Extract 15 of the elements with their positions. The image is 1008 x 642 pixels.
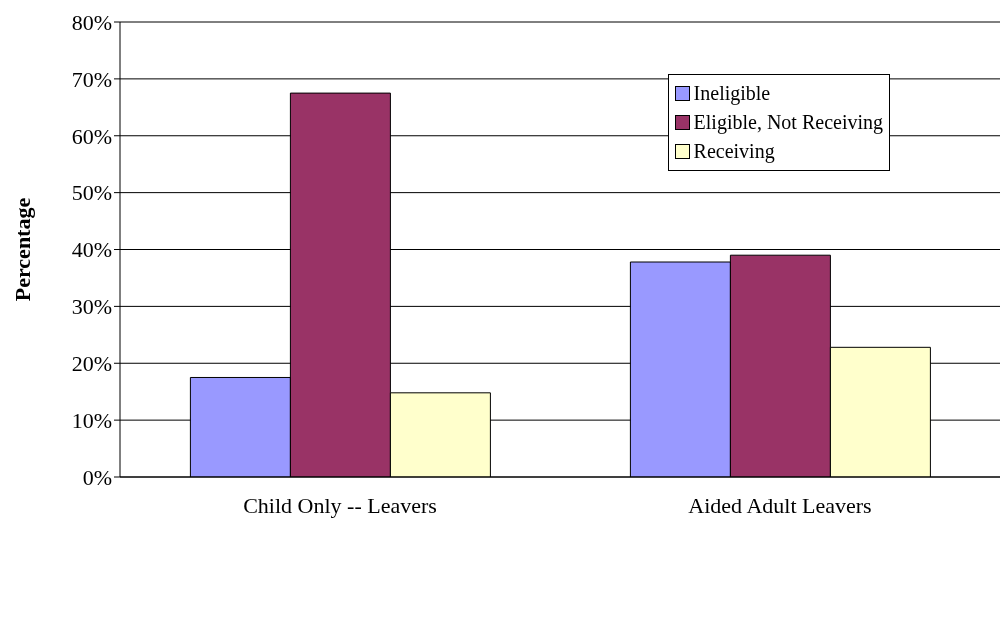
y-tick-label: 50% [71, 180, 112, 206]
y-tick-label: 10% [71, 407, 112, 433]
y-tick-label: 30% [71, 294, 112, 320]
y-tick-label: 0% [82, 464, 112, 490]
y-tick-label: 40% [71, 237, 112, 263]
legend-label: Receiving [693, 139, 775, 165]
legend-label: Ineligible [693, 81, 771, 107]
x-tick-label: Child Only -- Leavers [243, 492, 437, 518]
y-tick-label: 80% [71, 9, 112, 35]
y-tick-label: 60% [71, 123, 112, 149]
y-tick-label: 20% [71, 351, 112, 377]
x-tick-label: Aided Adult Leavers [688, 492, 872, 518]
y-tick-label: 70% [71, 66, 112, 92]
y-axis-title: Percentage [9, 197, 35, 302]
legend-label: Eligible, Not Receiving [693, 110, 883, 136]
